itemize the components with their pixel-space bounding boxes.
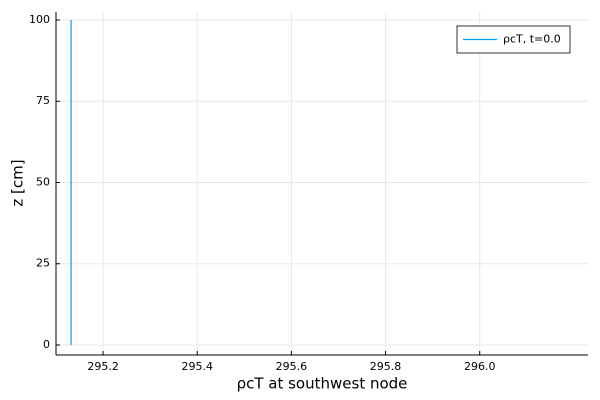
y-tick-label: 75 [36,94,50,107]
x-tick-label: 295.6 [276,360,308,373]
x-tick-label: 295.2 [87,360,119,373]
x-axis-label: ρcT at southwest node [237,375,408,393]
y-tick-label: 25 [36,257,50,270]
y-axis-label: z [cm] [9,159,27,206]
y-tick-label: 100 [29,13,50,26]
x-tick-label: 295.8 [370,360,402,373]
legend-label: ρcT, t=0.0 [503,33,561,46]
y-tick-label: 50 [36,175,50,188]
x-tick-label: 296.0 [464,360,496,373]
x-tick-label: 295.4 [181,360,213,373]
y-tick-label: 0 [43,338,50,351]
